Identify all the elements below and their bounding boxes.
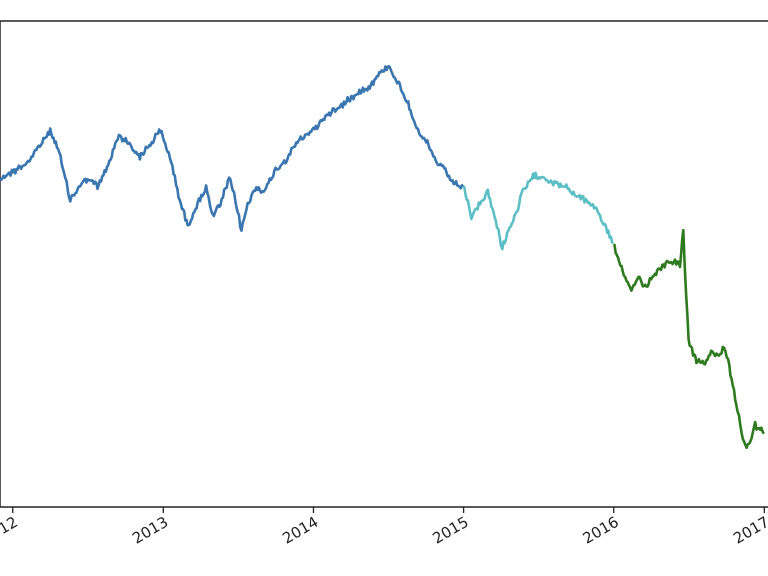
x-tick-label: 2014	[279, 513, 321, 548]
series-layer	[0, 65, 765, 450]
x-tick-label: 2017	[730, 513, 768, 548]
plot-frame	[0, 20, 768, 508]
x-tick-label: 2016	[580, 513, 622, 548]
x-tick-label: 2013	[129, 513, 171, 548]
series-line-2	[462, 171, 615, 251]
x-tick-label: 2015	[430, 513, 472, 548]
series-line-3	[613, 228, 765, 450]
series-line-1	[0, 65, 465, 232]
x-tick-label: 2012	[0, 513, 21, 548]
x-axis-ticks: 2012 2013 2014 2015 2016 2017	[0, 507, 768, 548]
